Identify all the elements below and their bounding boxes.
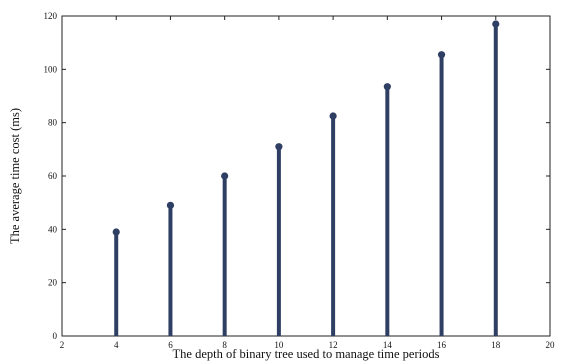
x-tick-label: 20: [546, 340, 556, 350]
y-axis-label: The average time cost (ms): [8, 108, 22, 244]
y-tick-label: 20: [48, 278, 58, 288]
stem-marker-18: [492, 20, 500, 28]
stem-marker-4: [112, 228, 120, 236]
x-tick-label: 14: [383, 340, 393, 350]
y-tick-label: 100: [44, 64, 58, 74]
x-tick-label: 10: [274, 340, 284, 350]
y-tick-label: 60: [48, 171, 58, 181]
y-tick-label: 120: [44, 11, 58, 21]
axis-ticks: 2 4 6 8 10 12 14 16 18 20 0 20 40 60 80 100 120: [44, 11, 556, 350]
x-tick-label: 2: [60, 340, 65, 350]
stem-marker-10: [275, 143, 283, 151]
y-tick-label: 40: [48, 224, 58, 234]
x-tick-label: 18: [491, 340, 501, 350]
stem-marker-16: [437, 51, 446, 59]
plot-frame: [61, 15, 551, 337]
x-tick-label: 6: [168, 340, 173, 350]
stem-marker-8: [221, 172, 229, 180]
y-tick-label: 80: [48, 118, 58, 128]
x-axis-label: The depth of binary tree used to manage …: [173, 347, 440, 361]
stem-marker-14: [383, 83, 391, 91]
x-tick-label: 16: [437, 340, 447, 350]
x-tick-label: 8: [222, 340, 227, 350]
stem-marker-12: [329, 112, 337, 120]
x-tick-label: 12: [329, 340, 338, 350]
data-stems: [112, 20, 500, 336]
stem-marker-6: [166, 201, 175, 209]
y-tick-label: 0: [53, 331, 58, 341]
x-tick-label: 4: [114, 340, 119, 350]
